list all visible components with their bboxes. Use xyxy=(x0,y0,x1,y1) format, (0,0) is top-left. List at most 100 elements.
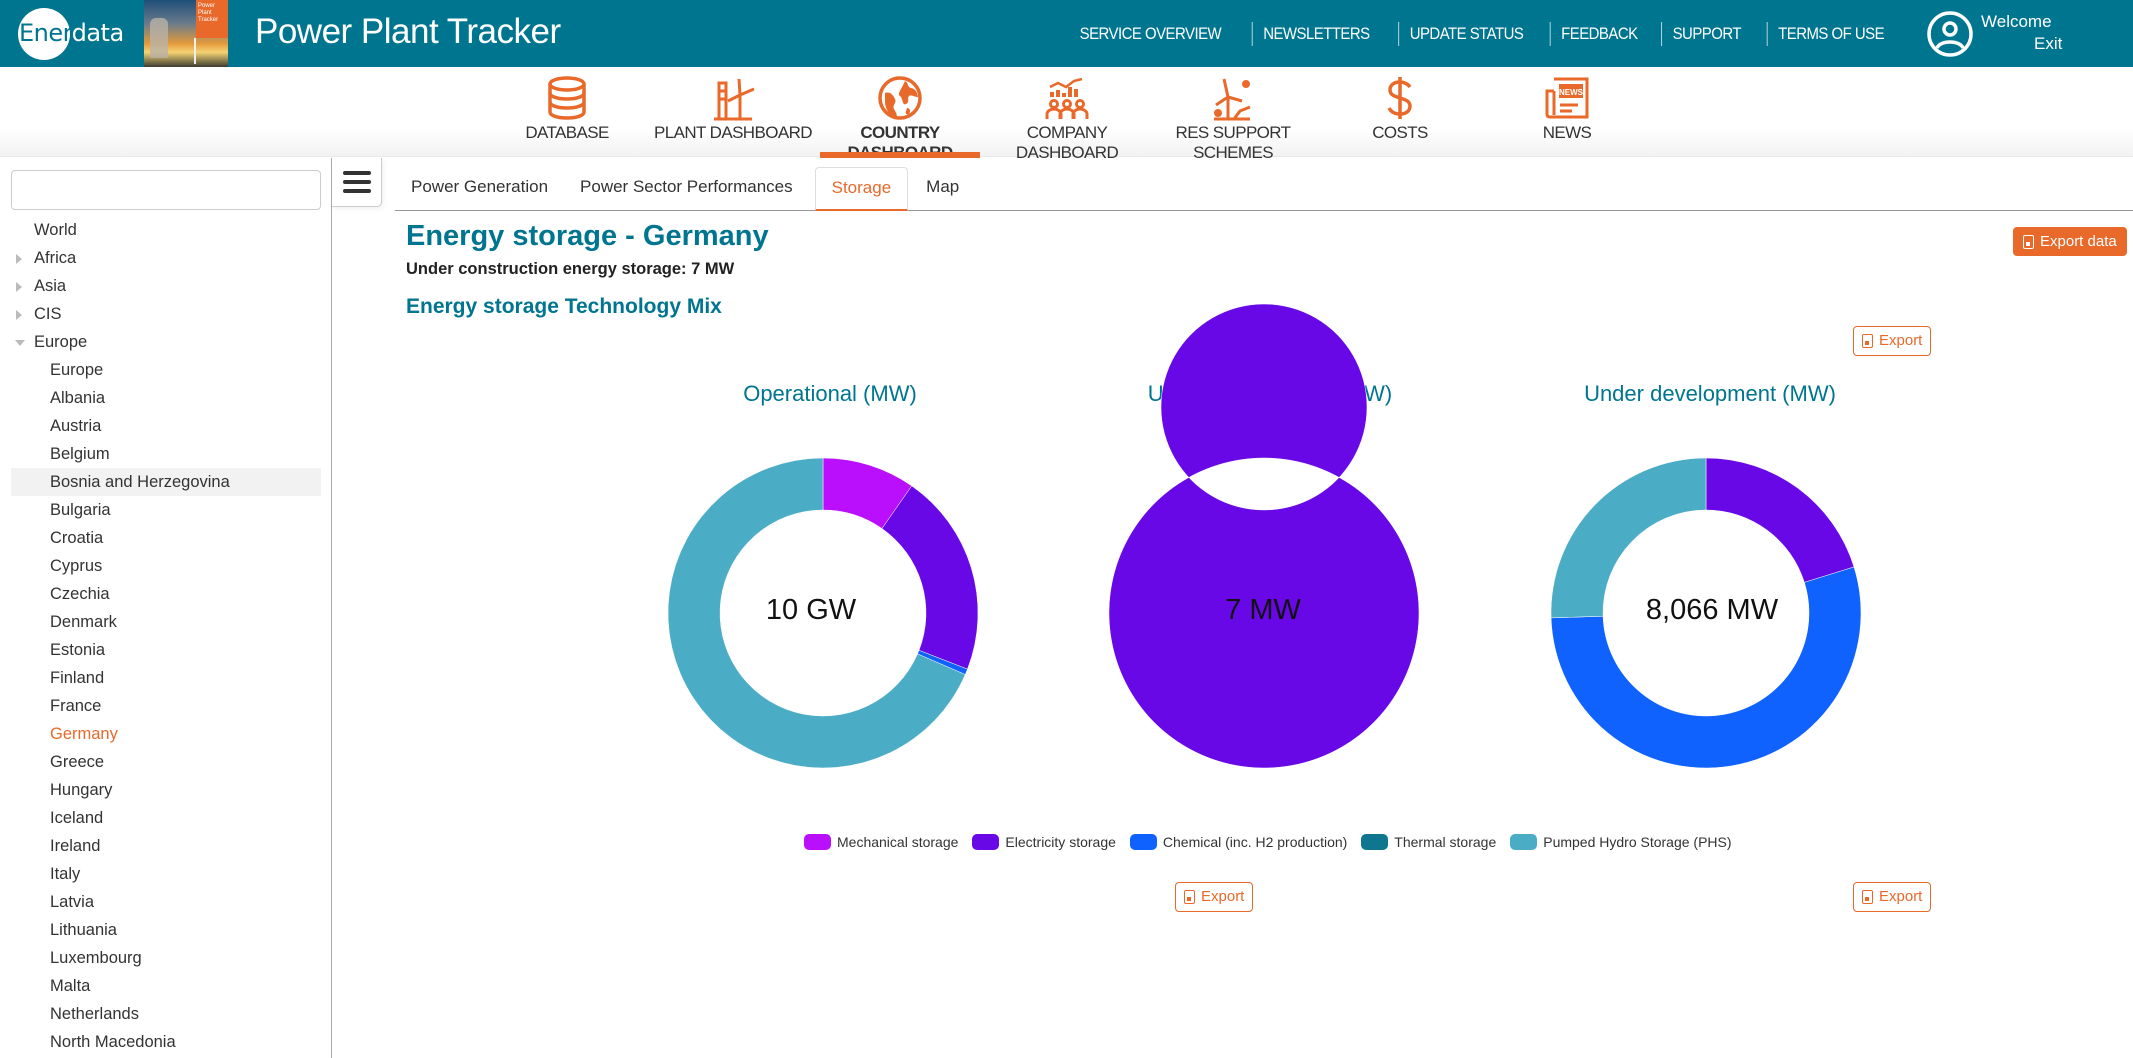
tree-item[interactable]: Albania xyxy=(11,384,321,412)
legend-label: Pumped Hydro Storage (PHS) xyxy=(1543,834,1732,850)
tree-item[interactable]: Bulgaria xyxy=(11,496,321,524)
tree-item[interactable]: Europe xyxy=(11,328,321,356)
donut-slice-chemical-inc-h2-production[interactable] xyxy=(917,649,968,675)
enerdata-logo[interactable] xyxy=(18,8,70,60)
export-chart-button[interactable]: Export xyxy=(1853,326,1932,356)
tab-power-generation[interactable]: Power Generation xyxy=(411,177,549,196)
tree-item-label: Croatia xyxy=(50,529,104,547)
nav-support[interactable]: SUPPORT xyxy=(1661,22,1751,46)
chart-title-under-construction: Under construction (MW) xyxy=(1147,381,1393,406)
dashboard-tabs: Power Generation Power Sector Performanc… xyxy=(395,167,2133,211)
renewables-icon xyxy=(1214,78,1251,121)
tree-item[interactable]: Luxembourg xyxy=(11,944,321,972)
tree-item[interactable]: CIS xyxy=(11,300,321,328)
module-news[interactable]: NEWS NEWS xyxy=(1482,75,1652,157)
menu-icon-bar xyxy=(343,171,371,175)
tree-item[interactable]: Malta xyxy=(11,972,321,1000)
donut-slice-mechanical-storage[interactable] xyxy=(822,457,913,529)
tree-item[interactable]: Austria xyxy=(11,412,321,440)
image-file-icon xyxy=(1184,890,1195,904)
legend-item[interactable]: Mechanical storage xyxy=(804,834,958,850)
donut-slice-electricity-storage[interactable] xyxy=(881,485,979,670)
tab-storage[interactable]: Storage xyxy=(814,167,909,211)
module-label: RES SUPPORT SCHEMES xyxy=(1175,123,1292,162)
tree-item-label: Cyprus xyxy=(50,557,103,575)
country-search-input[interactable] xyxy=(11,170,321,210)
tab-map[interactable]: Map xyxy=(926,177,960,196)
expand-arrow-icon[interactable] xyxy=(16,310,22,320)
export-legend-button[interactable]: Export xyxy=(1175,882,1254,912)
tree-item[interactable]: France xyxy=(11,692,321,720)
app-title: Power Plant Tracker xyxy=(255,12,561,51)
tree-item-label: Netherlands xyxy=(50,1005,139,1023)
tree-item[interactable]: Italy xyxy=(11,860,321,888)
module-label: DATABASE xyxy=(525,123,609,142)
nav-feedback[interactable]: FEEDBACK xyxy=(1549,22,1648,46)
donut-slice-electricity-storage[interactable] xyxy=(1108,303,1420,769)
tree-item[interactable]: Europe xyxy=(11,356,321,384)
company-icon xyxy=(1045,77,1089,119)
legend-item[interactable]: Thermal storage xyxy=(1361,834,1496,850)
tree-item[interactable]: World xyxy=(11,216,321,244)
tab-power-sector-performances[interactable]: Power Sector Performances xyxy=(580,177,793,196)
nav-update-status[interactable]: UPDATE STATUS xyxy=(1398,22,1534,46)
tree-item-label: Lithuania xyxy=(50,921,117,939)
legend-label: Chemical (inc. H2 production) xyxy=(1162,834,1348,850)
tree-item[interactable]: Czechia xyxy=(11,580,321,608)
nav-newsletters[interactable]: NEWSLETTERS xyxy=(1251,22,1380,46)
module-company-dashboard[interactable]: COMPANY DASHBOARD xyxy=(982,75,1152,162)
exit-link[interactable]: Exit xyxy=(2034,34,2063,53)
tree-item[interactable]: Finland xyxy=(11,664,321,692)
nav-service-overview[interactable]: SERVICE OVERVIEW xyxy=(1079,24,1222,43)
collapse-arrow-icon[interactable] xyxy=(15,340,25,346)
module-country-dashboard[interactable]: COUNTRY DASHBOARD xyxy=(815,75,985,162)
sidebar-toggle-button[interactable] xyxy=(332,158,382,207)
expand-arrow-icon[interactable] xyxy=(16,282,22,292)
tree-item[interactable]: North Macedonia xyxy=(11,1028,321,1056)
tree-item[interactable]: Latvia xyxy=(11,888,321,916)
section-title: Energy storage Technology Mix xyxy=(406,295,722,318)
legend-swatch xyxy=(1129,834,1157,850)
legend-label: Mechanical storage xyxy=(837,834,959,850)
tree-item[interactable]: Cyprus xyxy=(11,552,321,580)
tree-item[interactable]: Netherlands xyxy=(11,1000,321,1028)
legend-item[interactable]: Electricity storage xyxy=(972,834,1116,850)
dollar-icon xyxy=(1387,77,1412,119)
nav-terms-of-use[interactable]: TERMS OF USE xyxy=(1766,22,1894,46)
expand-arrow-icon[interactable] xyxy=(16,254,22,264)
chart-title-operational: Operational (MW) xyxy=(743,381,917,406)
module-res-support-schemes[interactable]: RES SUPPORT SCHEMES xyxy=(1148,75,1318,162)
tree-item[interactable]: Greece xyxy=(11,748,321,776)
tree-item[interactable]: Bosnia and Herzegovina xyxy=(11,468,321,496)
country-sidebar: World Africa Asia CIS Europe Europe Albania Aus… xyxy=(0,158,332,1058)
tree-item[interactable]: Iceland xyxy=(11,804,321,832)
globe-icon xyxy=(878,76,922,120)
tree-item[interactable]: Germany xyxy=(11,720,321,748)
tree-item[interactable]: Croatia xyxy=(11,524,321,552)
tree-item[interactable]: Ireland xyxy=(11,832,321,860)
tree-item[interactable]: Asia xyxy=(11,272,321,300)
legend-item[interactable]: Chemical (inc. H2 production) xyxy=(1129,834,1348,850)
tree-item[interactable]: Belgium xyxy=(11,440,321,468)
export-chart-button-bottom[interactable]: Export xyxy=(1853,882,1932,912)
export-data-button[interactable]: Export data xyxy=(2013,227,2127,256)
tree-item[interactable]: Estonia xyxy=(11,636,321,664)
tree-item-label: Luxembourg xyxy=(50,949,142,967)
center-label-under-development: 8,066 MW xyxy=(1645,594,1779,626)
cooling-tower-graphic xyxy=(150,18,168,58)
donut-slice-electricity-storage[interactable] xyxy=(1705,457,1855,583)
tree-item-label: Latvia xyxy=(50,893,95,911)
center-label-operational: 10 GW xyxy=(765,594,857,626)
legend-item[interactable]: Pumped Hydro Storage (PHS) xyxy=(1510,834,1732,850)
tree-item[interactable]: Denmark xyxy=(11,608,321,636)
tree-item[interactable]: Africa xyxy=(11,244,321,272)
export-data-label: Export data xyxy=(2040,233,2117,250)
user-account-icon[interactable] xyxy=(1926,10,1974,58)
product-banner-image: Power Plant Tracker xyxy=(144,0,228,67)
module-costs[interactable]: COSTS xyxy=(1315,75,1485,157)
tree-item[interactable]: Hungary xyxy=(11,776,321,804)
tree-item[interactable]: Lithuania xyxy=(11,916,321,944)
module-plant-dashboard[interactable]: PLANT DASHBOARD xyxy=(648,75,818,157)
module-database[interactable]: DATABASE xyxy=(482,75,652,157)
tree-item-label: Czechia xyxy=(50,585,110,603)
